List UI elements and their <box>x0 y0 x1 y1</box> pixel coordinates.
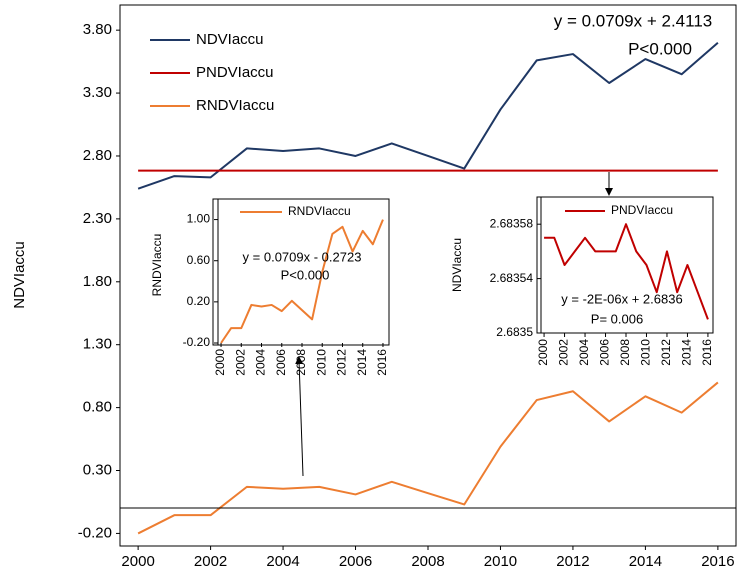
y-tick-label: 2.30 <box>83 210 112 227</box>
y-axis-label: NDVIaccu <box>450 238 464 292</box>
x-tick-label: 2012 <box>659 339 673 366</box>
y-tick-label: 1.00 <box>187 212 211 226</box>
x-tick-label: 2004 <box>254 349 268 376</box>
plot-1: -0.20 0.20 0.60 1.00 2000 2002 2004 2006 2008 201… <box>150 198 390 376</box>
y-tick-label: 0.60 <box>187 253 211 267</box>
x-tick-label: 2016 <box>701 553 734 570</box>
annotation: y = -2E-06x + 2.6836 <box>561 291 682 306</box>
y-tick-label: -0.20 <box>183 335 211 349</box>
x-tick-label: 2014 <box>355 349 369 376</box>
y-tick-label: 0.20 <box>187 294 211 308</box>
plot-2: 2.6835 2.68354 2.68358 2000 2002 2004 2006 2008… <box>450 196 714 366</box>
y-tick-label: 2.6835 <box>496 325 533 339</box>
x-tick-label: 2002 <box>233 349 247 376</box>
y-tick-label: 3.30 <box>83 84 112 101</box>
arrow <box>295 356 304 477</box>
x-tick-label: 2008 <box>294 349 308 376</box>
legend-label: PNDVIaccu <box>611 203 673 217</box>
x-tick-label: 2002 <box>557 339 571 366</box>
legend-label: NDVIaccu <box>196 31 264 48</box>
x-tick-label: 2000 <box>536 339 550 366</box>
x-tick-label: 2012 <box>335 349 349 376</box>
x-tick-label: 2008 <box>618 339 632 366</box>
series-line <box>137 381 719 535</box>
y-axis-label: RNDVIaccu <box>150 234 164 297</box>
x-tick-label: 2004 <box>266 553 299 570</box>
annotation: P<0.000 <box>628 39 692 58</box>
series-line <box>544 223 709 320</box>
legend-label: RNDVIaccu <box>288 204 351 218</box>
y-tick-label: 1.80 <box>83 273 112 290</box>
x-tick-label: 2006 <box>339 553 372 570</box>
x-tick-label: 2012 <box>556 553 589 570</box>
x-tick-label: 2000 <box>213 349 227 376</box>
x-tick-label: 2004 <box>577 339 591 366</box>
y-axis-label: NDVIaccu <box>11 241 28 309</box>
legend-label: RNDVIaccu <box>196 97 274 114</box>
x-tick-label: 2008 <box>411 553 444 570</box>
inset-frame <box>212 198 390 346</box>
y-tick-label: 0.80 <box>83 399 112 416</box>
legend-label: PNDVIaccu <box>196 64 274 81</box>
plot-0: -0.20 0.30 0.80 1.30 1.80 2.30 2.80 3.30 3.80 200… <box>11 4 737 570</box>
y-tick-label: -0.20 <box>78 524 112 541</box>
x-tick-label: 2010 <box>314 349 328 376</box>
x-tick-label: 2006 <box>598 339 612 366</box>
x-tick-label: 2010 <box>484 553 517 570</box>
x-tick-label: 2016 <box>700 339 714 366</box>
x-tick-label: 2000 <box>121 553 154 570</box>
x-tick-label: 2002 <box>194 553 227 570</box>
x-tick-label: 2010 <box>639 339 653 366</box>
series-line <box>137 41 719 190</box>
x-tick-label: 2014 <box>680 339 694 366</box>
y-tick-label: 2.68354 <box>490 271 534 285</box>
y-tick-label: 0.30 <box>83 461 112 478</box>
x-tick-label: 2016 <box>375 349 389 376</box>
annotation: P= 0.006 <box>591 311 643 326</box>
y-tick-label: 3.80 <box>83 21 112 38</box>
annotation: P<0.000 <box>281 267 330 282</box>
annotation: y = 0.0709x + 2.4113 <box>554 11 712 30</box>
x-tick-label: 2014 <box>629 553 662 570</box>
x-tick-label: 2006 <box>274 349 288 376</box>
series-line <box>220 219 384 344</box>
inset-frame <box>536 196 714 334</box>
annotation: y = 0.0709x - 0.2723 <box>243 249 362 264</box>
y-tick-label: 2.80 <box>83 147 112 164</box>
y-tick-label: 1.30 <box>83 336 112 353</box>
y-tick-label: 2.68358 <box>490 216 534 230</box>
